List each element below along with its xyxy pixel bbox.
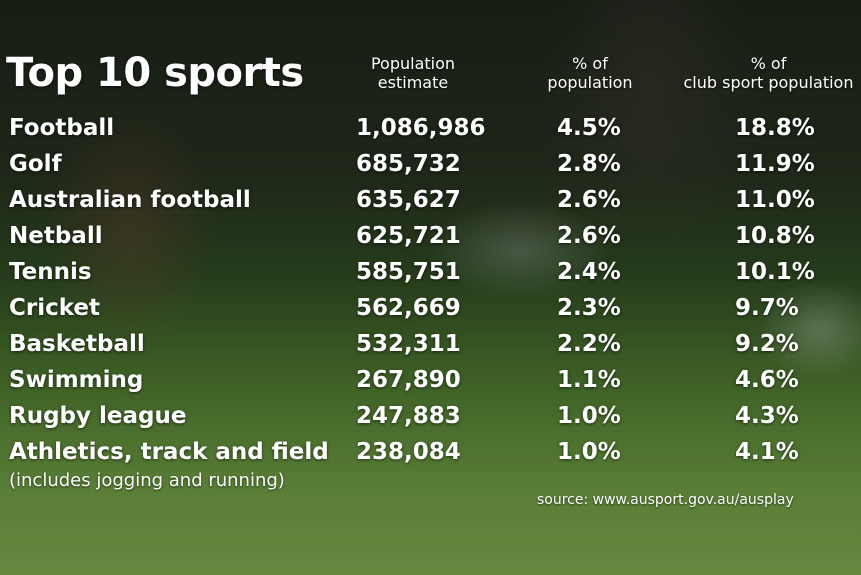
table-row: Swimming 267,890 1.1% 4.6% bbox=[0, 367, 861, 403]
table-row: Tennis 585,751 2.4% 10.1% bbox=[0, 259, 861, 295]
pct-club-value: 10.8% bbox=[735, 223, 815, 249]
population-value: 635,627 bbox=[356, 187, 461, 213]
pct-population-value: 2.8% bbox=[557, 151, 621, 177]
pct-club-value: 4.1% bbox=[735, 439, 799, 465]
header-population: Population estimate bbox=[358, 54, 468, 92]
header-pct-club-line1: % of bbox=[750, 54, 787, 73]
header-population-line2: estimate bbox=[377, 73, 449, 92]
header-population-line1: Population bbox=[370, 54, 456, 73]
table-row: Rugby league 247,883 1.0% 4.3% bbox=[0, 403, 861, 439]
pct-population-value: 2.6% bbox=[557, 187, 621, 213]
population-value: 625,721 bbox=[356, 223, 461, 249]
table-row: Basketball 532,311 2.2% 9.2% bbox=[0, 331, 861, 367]
pct-club-value: 4.3% bbox=[735, 403, 799, 429]
sport-name: Tennis bbox=[9, 259, 92, 285]
header-pct-population-line2: population bbox=[547, 73, 633, 92]
sport-name: Australian football bbox=[9, 187, 251, 213]
population-value: 238,084 bbox=[356, 439, 461, 465]
population-value: 267,890 bbox=[356, 367, 461, 393]
sport-name: Rugby league bbox=[9, 403, 187, 429]
table-row: Netball 625,721 2.6% 10.8% bbox=[0, 223, 861, 259]
pct-club-value: 9.7% bbox=[735, 295, 799, 321]
sport-name: Athletics, track and field bbox=[9, 439, 329, 465]
pct-population-value: 2.4% bbox=[557, 259, 621, 285]
population-value: 247,883 bbox=[356, 403, 461, 429]
header-pct-club-line2: club sport population bbox=[683, 73, 854, 92]
table-title: Top 10 sports bbox=[6, 50, 304, 96]
sport-name: Netball bbox=[9, 223, 103, 249]
table-row: Athletics, track and field 238,084 1.0% … bbox=[0, 439, 861, 475]
pct-population-value: 1.0% bbox=[557, 403, 621, 429]
pct-population-value: 2.6% bbox=[557, 223, 621, 249]
population-value: 532,311 bbox=[356, 331, 461, 357]
pct-population-value: 2.3% bbox=[557, 295, 621, 321]
table-row: Australian football 635,627 2.6% 11.0% bbox=[0, 187, 861, 223]
pct-club-value: 11.0% bbox=[735, 187, 815, 213]
pct-population-value: 4.5% bbox=[557, 115, 621, 141]
population-value: 1,086,986 bbox=[356, 115, 486, 141]
header-pct-club: % of club sport population bbox=[676, 54, 861, 92]
sport-name: Football bbox=[9, 115, 115, 141]
athletics-footnote: (includes jogging and running) bbox=[9, 470, 285, 491]
table-row: Cricket 562,669 2.3% 9.7% bbox=[0, 295, 861, 331]
population-value: 562,669 bbox=[356, 295, 461, 321]
sport-name: Basketball bbox=[9, 331, 145, 357]
pct-population-value: 1.1% bbox=[557, 367, 621, 393]
pct-club-value: 9.2% bbox=[735, 331, 799, 357]
sport-name: Golf bbox=[9, 151, 62, 177]
sport-name: Cricket bbox=[9, 295, 101, 321]
population-value: 585,751 bbox=[356, 259, 461, 285]
pct-club-value: 11.9% bbox=[735, 151, 815, 177]
pct-club-value: 10.1% bbox=[735, 259, 815, 285]
table-row: Football 1,086,986 4.5% 18.8% bbox=[0, 115, 861, 151]
table-row: Golf 685,732 2.8% 11.9% bbox=[0, 151, 861, 187]
pct-club-value: 4.6% bbox=[735, 367, 799, 393]
source-credit: source: www.ausport.gov.au/ausplay bbox=[537, 492, 794, 508]
population-value: 685,732 bbox=[356, 151, 461, 177]
header-pct-population-line1: % of bbox=[572, 54, 608, 73]
pct-population-value: 2.2% bbox=[557, 331, 621, 357]
header-pct-population: % of population bbox=[535, 54, 645, 92]
sport-name: Swimming bbox=[9, 367, 144, 393]
pct-population-value: 1.0% bbox=[557, 439, 621, 465]
pct-club-value: 18.8% bbox=[735, 115, 815, 141]
